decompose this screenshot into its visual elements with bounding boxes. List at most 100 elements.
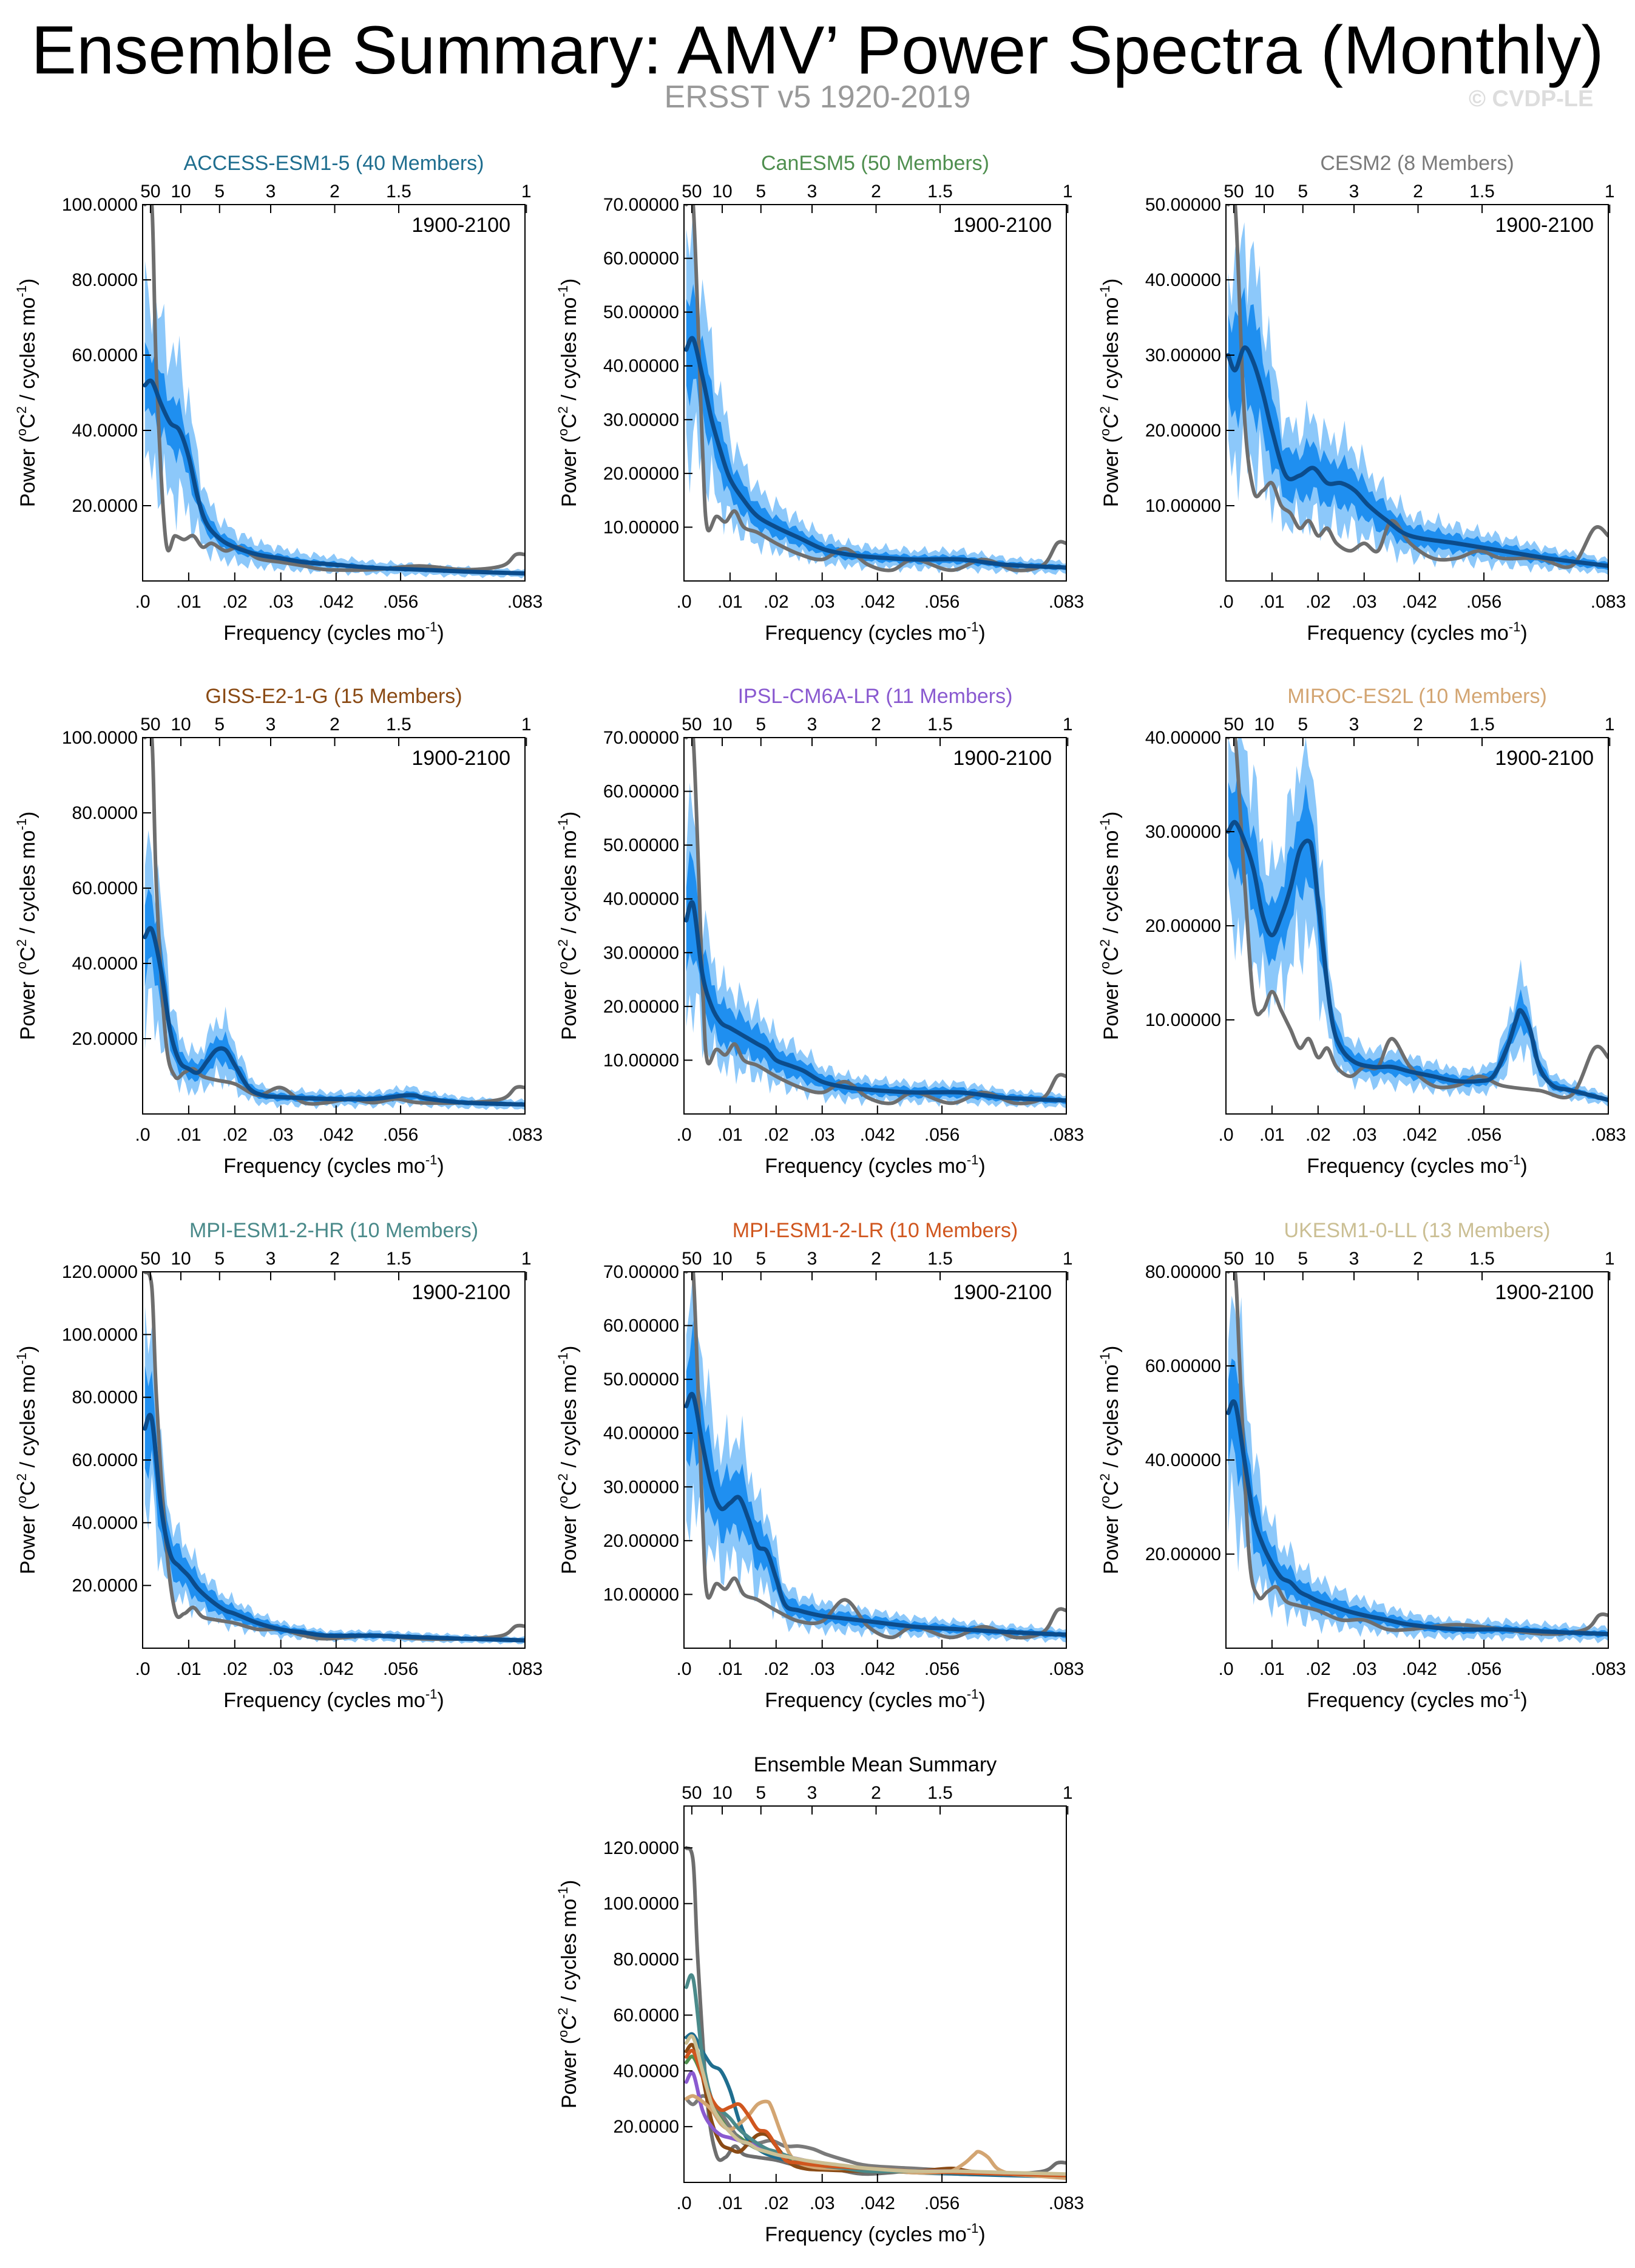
top-tick-label: 50 [140, 182, 160, 202]
y-axis-label-square: 2 [555, 1473, 570, 1481]
x-tick-label: .056 [1466, 1125, 1501, 1145]
x-tick-label: .0 [1218, 1125, 1233, 1145]
top-tick-label: 3 [266, 715, 276, 735]
x-tick-label: .01 [1259, 1659, 1285, 1679]
top-tick-label: 2 [871, 182, 881, 202]
y-tick-label: 80.0000 [72, 1388, 138, 1408]
chart-panel-4: .0 .01 .02 .03 .042 .056 .083 50 10 5 3 2 1.5 1 20.000… [14, 685, 543, 1178]
x-axis-label: Frequency (cycles mo-1) [1307, 619, 1527, 645]
y-tick-label: 70.00000 [603, 1262, 679, 1282]
top-tick-label: 1.5 [927, 182, 953, 202]
y-tick-label: 80.0000 [72, 270, 138, 290]
y-axis-label-unit: C [1100, 946, 1123, 962]
y-tick-label: 40.00000 [1145, 1450, 1221, 1470]
top-tick-label: 2 [871, 1249, 881, 1269]
x-tick-label: .03 [268, 1125, 294, 1145]
outer-spread-band [1228, 738, 1608, 1107]
y-axis-label-unit: C [16, 413, 39, 429]
y-axis-label-text: Power ( [558, 2037, 581, 2108]
x-tick-label: .042 [319, 1125, 354, 1145]
x-tick-label: .042 [319, 592, 354, 612]
plot-frame [683, 737, 1067, 1115]
top-tick-label: 2 [871, 715, 881, 735]
top-tick-label: 1.5 [1469, 182, 1495, 202]
panel-title: UKESM1-0-LL (13 Members) [1284, 1219, 1551, 1242]
y-axis-label-degree: o [14, 429, 29, 436]
top-tick-label: 1 [1063, 715, 1073, 735]
x-axis-label: Frequency (cycles mo-1) [765, 1686, 985, 1712]
x-tick-label: .01 [176, 1659, 201, 1679]
y-axis-label-degree: o [1097, 1496, 1112, 1503]
y-tick-label: 60.00000 [603, 1316, 679, 1336]
y-axis-label-end: ) [1100, 279, 1123, 285]
top-tick-label: 10 [712, 1249, 732, 1269]
x-axis-label-superscript: -1 [425, 619, 438, 634]
series-line-ukesm1-0-ll [684, 2034, 1066, 2176]
top-tick-label: 5 [1298, 715, 1308, 735]
y-axis-label-text: Power ( [1100, 968, 1123, 1040]
top-tick-label: 1 [1605, 715, 1615, 735]
observation-line [684, 738, 1066, 1105]
outer-spread-band [144, 260, 525, 579]
x-axis-label-end: ) [437, 622, 444, 645]
y-axis-label-square: 2 [1097, 406, 1112, 413]
plot-area [1226, 738, 1608, 1107]
x-axis-label-superscript: -1 [425, 1686, 438, 1702]
series-line-canesm5 [684, 2054, 1066, 2178]
panel-title: CESM2 (8 Members) [1320, 152, 1514, 175]
plot-frame [683, 1805, 1067, 2183]
y-tick-label: 30.00000 [603, 1477, 679, 1497]
x-tick-label: .03 [810, 1125, 835, 1145]
x-tick-label: .0 [135, 1125, 150, 1145]
x-tick-label: .03 [268, 1659, 294, 1679]
y-axis-label-degree: o [14, 962, 29, 969]
y-axis-label-superscript: -1 [1097, 285, 1112, 297]
top-tick-label: 2 [330, 715, 340, 735]
page-subtitle: ERSST v5 1920-2019 [664, 80, 971, 115]
y-axis-label-degree: o [1097, 429, 1112, 436]
y-axis-label: Power (oC2 / cycles mo-1) [555, 812, 581, 1041]
top-tick-label: 10 [712, 1783, 732, 1803]
y-axis-label-text: Power ( [558, 1502, 581, 1574]
y-axis-label: Power (oC2 / cycles mo-1) [555, 1346, 581, 1575]
y-axis-label-square: 2 [14, 1473, 29, 1481]
x-axis-label: Frequency (cycles mo-1) [765, 2221, 985, 2246]
x-tick-label: .056 [383, 1659, 418, 1679]
y-axis-label-superscript: -1 [555, 1353, 570, 1365]
y-tick-label: 80.0000 [72, 803, 138, 823]
y-axis-label-unit: C [16, 1481, 39, 1496]
top-tick-label: 1 [521, 715, 532, 735]
plot-area [1226, 205, 1608, 575]
y-axis-label-degree: o [555, 2030, 570, 2037]
top-tick-label: 1.5 [927, 1783, 953, 1803]
x-tick-label: .03 [1352, 1659, 1377, 1679]
y-tick-label: 30.00000 [603, 943, 679, 963]
y-tick-label: 60.0000 [72, 878, 138, 898]
x-axis-label-superscript: -1 [1509, 1686, 1521, 1702]
x-axis-label-end: ) [1520, 1689, 1527, 1712]
top-tick-label: 3 [266, 1249, 276, 1269]
x-axis-label-superscript: -1 [967, 2221, 979, 2236]
plot-area [1226, 1272, 1608, 1643]
y-axis-label-square: 2 [14, 939, 29, 946]
y-axis-label-superscript: -1 [1097, 1353, 1112, 1365]
x-tick-label: .042 [860, 2193, 895, 2213]
y-tick-label: 100.0000 [603, 1894, 679, 1914]
y-tick-label: 20.0000 [72, 1576, 138, 1596]
plot-frame [683, 1271, 1067, 1649]
x-axis-label-end: ) [978, 1689, 985, 1712]
y-tick-label: 60.0000 [614, 2005, 679, 2025]
top-tick-label: 2 [1413, 182, 1423, 202]
top-tick-label: 10 [1254, 1249, 1274, 1269]
chart-panel-6: .0 .01 .02 .03 .042 .056 .083 50 10 5 3 2 1.5 1 10.000… [1097, 685, 1626, 1178]
series-line-ipsl-cm6a-lr [684, 2071, 1066, 2178]
x-axis-label-text: Frequency (cycles mo [223, 1155, 425, 1178]
y-axis-label-square: 2 [1097, 939, 1112, 946]
y-axis-label: Power (oC2 / cycles mo-1) [14, 1346, 39, 1575]
ensemble-mean-line [143, 926, 525, 1107]
period-label: 1900-2100 [953, 1281, 1052, 1304]
x-tick-label: .083 [1049, 2193, 1084, 2213]
y-tick-label: 10.00000 [603, 1050, 679, 1070]
y-axis-label-text: Power ( [558, 435, 581, 507]
